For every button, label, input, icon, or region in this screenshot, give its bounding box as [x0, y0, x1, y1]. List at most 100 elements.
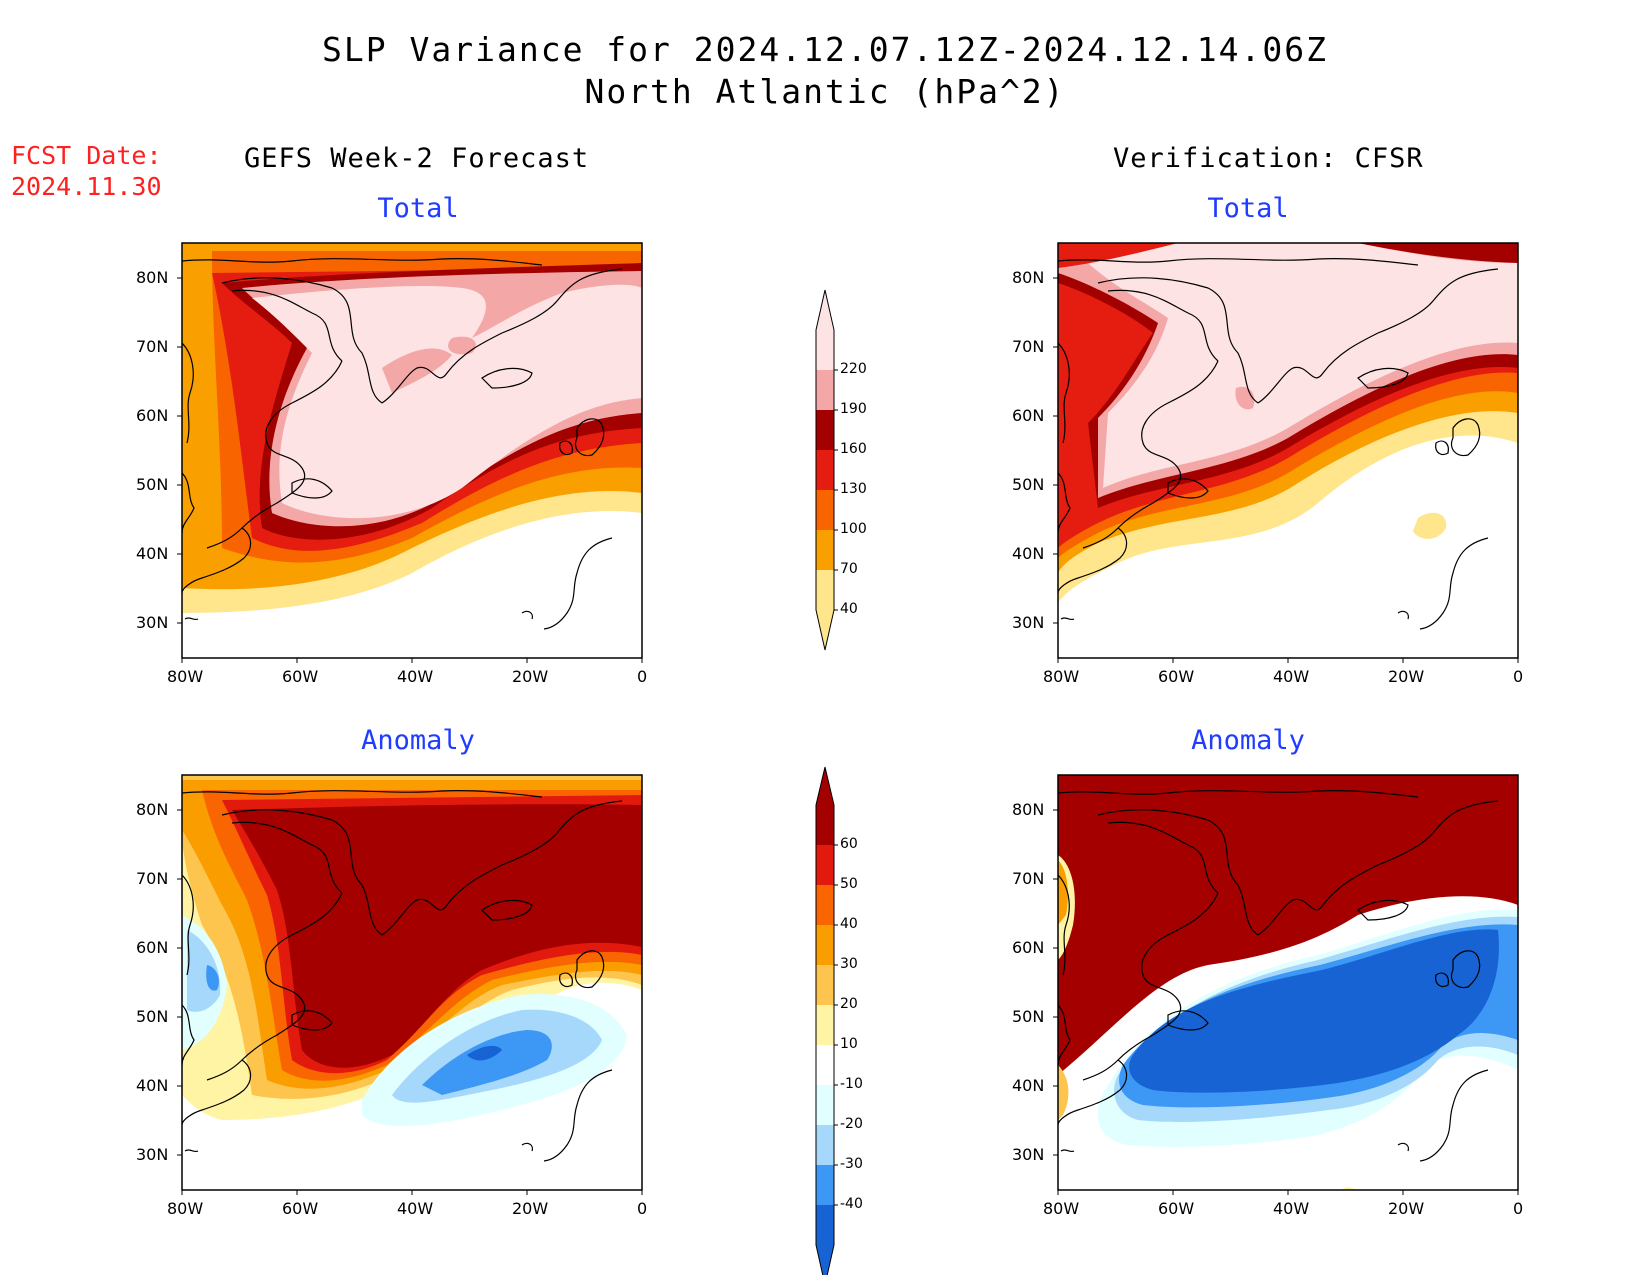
colorbar-label: 70: [840, 561, 858, 577]
colorbar-segment: [816, 1125, 834, 1165]
lat-tick-label: 40N: [136, 544, 169, 563]
lon-tick-label: 80W: [167, 667, 204, 686]
colorbar-label: -10: [840, 1076, 863, 1092]
colorbar-label: 20: [840, 996, 858, 1012]
lon-tick-label: 60W: [1158, 667, 1195, 686]
panel-title-verification-anomaly: Anomaly: [1191, 725, 1305, 756]
shade-220-plus: [252, 284, 642, 519]
colorbar-label: 40: [840, 601, 858, 617]
lon-tick-label: 20W: [1388, 667, 1425, 686]
colorbar-arrow-top: [816, 290, 834, 330]
lat-tick-label: 80N: [136, 800, 169, 819]
colorbar-segment: [816, 1085, 834, 1125]
lat-tick-label: 30N: [1012, 613, 1045, 632]
lat-tick-label: 70N: [1012, 869, 1045, 888]
lon-tick-label: 80W: [167, 1199, 204, 1218]
panel-title-forecast-anomaly: Anomaly: [361, 725, 475, 756]
colorbar-label: 220: [840, 361, 867, 377]
lat-tick-label: 80N: [1012, 268, 1045, 287]
colorbar-label: 130: [840, 481, 867, 497]
colorbar-segment: [816, 1045, 834, 1085]
lat-tick-label: 60N: [136, 938, 169, 957]
colorbar-segment: [816, 330, 834, 370]
lat-tick-label: 60N: [136, 406, 169, 425]
lon-tick-label: 0: [637, 667, 648, 686]
lat-tick-label: 50N: [136, 1007, 169, 1026]
colorbar-label: 30: [840, 956, 858, 972]
colorbar-label: -30: [840, 1156, 863, 1172]
map-verification-anomaly: [1053, 774, 1519, 1195]
colorbar-segment: [816, 1165, 834, 1205]
colorbar-total: [815, 289, 838, 651]
colorbar-label: -40: [840, 1196, 863, 1212]
colorbar-segment: [816, 450, 834, 490]
lat-tick-label: 70N: [136, 337, 169, 356]
lat-tick-label: 80N: [136, 268, 169, 287]
lat-tick-label: 30N: [1012, 1145, 1045, 1164]
figure-title-line2: North Atlantic (hPa^2): [584, 72, 1066, 111]
lon-tick-label: 80W: [1043, 1199, 1080, 1218]
lon-tick-label: 40W: [1273, 667, 1310, 686]
lat-tick-label: 70N: [1012, 337, 1045, 356]
lat-tick-label: 70N: [136, 869, 169, 888]
colorbar-anomaly: [815, 766, 838, 1275]
fcst-date-label: FCST Date:: [11, 141, 162, 170]
colorbar-segment: [816, 410, 834, 450]
lon-tick-label: 0: [1513, 667, 1524, 686]
colorbar-segment: [816, 1205, 834, 1245]
colorbar-label: 10: [840, 1036, 858, 1052]
lon-tick-label: 40W: [397, 1199, 434, 1218]
lon-tick-label: 20W: [512, 1199, 549, 1218]
lon-tick-label: 20W: [1388, 1199, 1425, 1218]
lat-tick-label: 30N: [136, 613, 169, 632]
colorbar-segment: [816, 530, 834, 570]
colorbar-segment: [816, 370, 834, 410]
lat-tick-label: 30N: [136, 1145, 169, 1164]
lat-tick-label: 40N: [1012, 1076, 1045, 1095]
lon-tick-label: 60W: [282, 1199, 319, 1218]
column-title-verification: Verification: CFSR: [1113, 143, 1424, 174]
colorbar-label: 50: [840, 876, 858, 892]
lat-tick-label: 50N: [1012, 1007, 1045, 1026]
lon-tick-label: 40W: [397, 667, 434, 686]
lon-tick-label: 60W: [1158, 1199, 1195, 1218]
colorbar-segment: [816, 925, 834, 965]
lat-tick-label: 50N: [1012, 475, 1045, 494]
colorbar-label: 190: [840, 401, 867, 417]
colorbar-label: -20: [840, 1116, 863, 1132]
colorbar-arrow-top: [816, 767, 834, 805]
map-verification-total: [1053, 242, 1519, 663]
lat-tick-label: 60N: [1012, 406, 1045, 425]
column-title-forecast: GEFS Week-2 Forecast: [244, 143, 590, 174]
colorbar-label: 40: [840, 916, 858, 932]
colorbar-segment: [816, 570, 834, 610]
lon-tick-label: 20W: [512, 667, 549, 686]
lon-tick-label: 80W: [1043, 667, 1080, 686]
lat-tick-label: 60N: [1012, 938, 1045, 957]
fcst-date-value: 2024.11.30: [11, 172, 162, 201]
lon-tick-label: 0: [1513, 1199, 1524, 1218]
colorbar-segment: [816, 805, 834, 845]
lat-tick-label: 80N: [1012, 800, 1045, 819]
lat-tick-label: 40N: [136, 1076, 169, 1095]
lat-tick-label: 50N: [136, 475, 169, 494]
colorbar-label: 160: [840, 441, 867, 457]
colorbar-segment: [816, 490, 834, 530]
lon-tick-label: 0: [637, 1199, 648, 1218]
panel-title-verification-total: Total: [1207, 193, 1289, 224]
lon-tick-label: 40W: [1273, 1199, 1310, 1218]
map-forecast-total: [177, 242, 643, 663]
colorbar-segment: [816, 845, 834, 885]
colorbar-label: 100: [840, 521, 867, 537]
map-forecast-anomaly: [177, 774, 643, 1195]
colorbar-arrow-bottom: [816, 610, 834, 650]
lon-tick-label: 60W: [282, 667, 319, 686]
colorbar-label: 60: [840, 836, 858, 852]
colorbar-segment: [816, 965, 834, 1005]
lat-tick-label: 40N: [1012, 544, 1045, 563]
colorbar-segment: [816, 1005, 834, 1045]
colorbar-segment: [816, 885, 834, 925]
panel-title-forecast-total: Total: [377, 193, 459, 224]
colorbar-arrow-bottom: [816, 1245, 834, 1275]
figure-title-line1: SLP Variance for 2024.12.07.12Z-2024.12.…: [322, 30, 1328, 69]
